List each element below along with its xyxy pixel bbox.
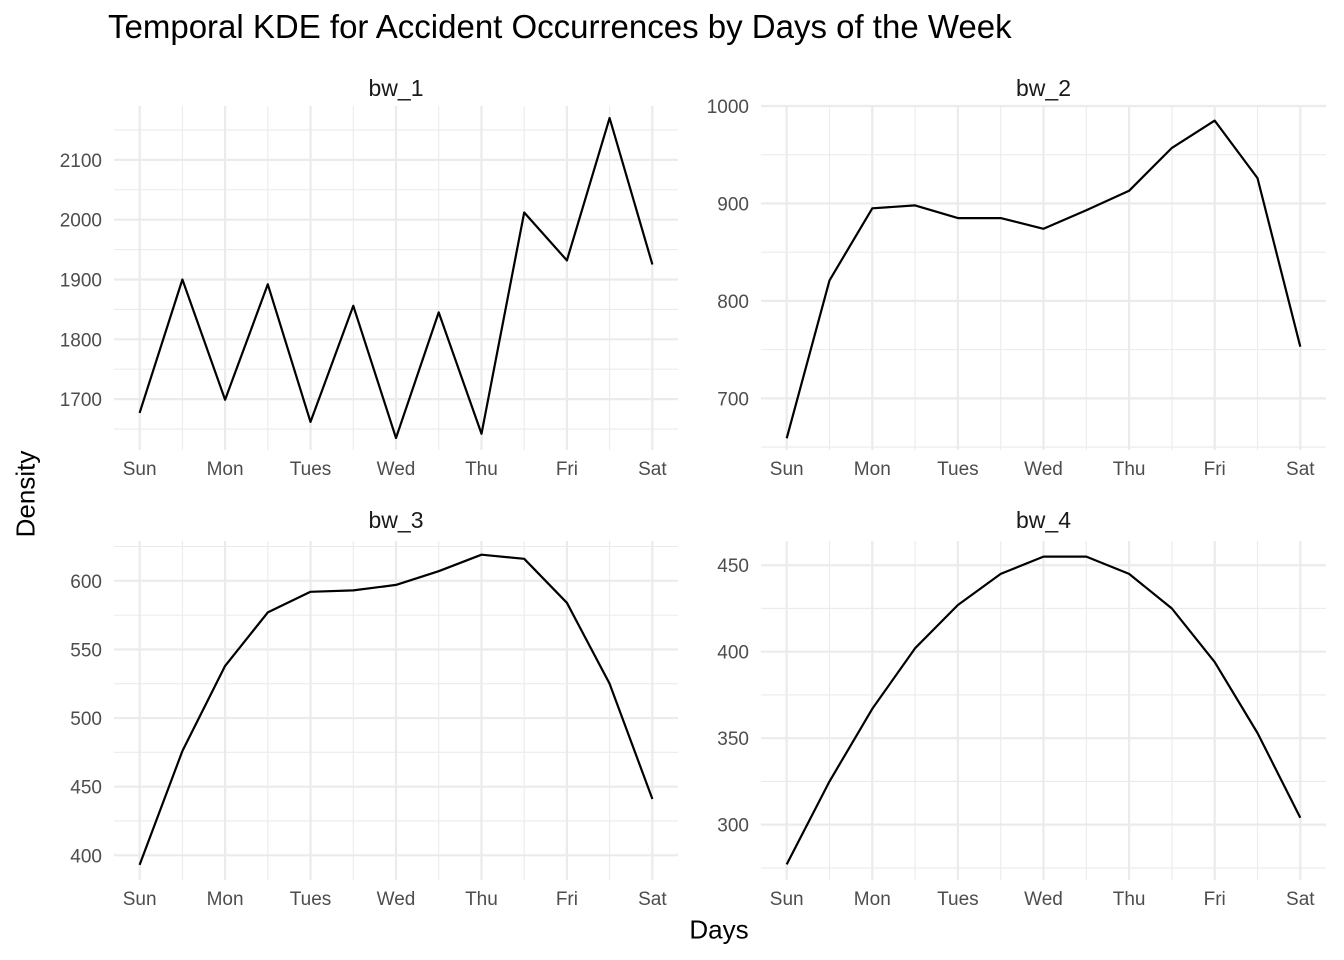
facet-strip-label: bw_3: [369, 507, 424, 533]
chart-title: Temporal KDE for Accident Occurrences by…: [108, 8, 1012, 45]
x-tick-label: Sun: [770, 889, 804, 910]
x-tick-label: Tues: [937, 459, 979, 480]
y-tick-label: 700: [717, 389, 749, 410]
x-tick-label: Fri: [1204, 889, 1226, 910]
x-tick-label: Thu: [465, 459, 498, 480]
y-tick-label: 900: [717, 194, 749, 215]
y-tick-label: 600: [70, 572, 102, 593]
y-tick-label: 400: [717, 643, 749, 664]
y-tick-label: 2000: [60, 211, 102, 232]
y-tick-label: 550: [70, 640, 102, 661]
x-axis-label: Days: [689, 914, 749, 945]
y-tick-label: 1700: [60, 390, 102, 411]
x-tick-label: Tues: [290, 889, 332, 910]
x-tick-label: Sun: [123, 889, 157, 910]
y-tick-label: 500: [70, 709, 102, 730]
x-tick-label: Wed: [377, 889, 416, 910]
facet-strip-label: bw_4: [1016, 507, 1071, 533]
x-tick-label: Mon: [854, 459, 891, 480]
y-tick-label: 1800: [60, 330, 102, 351]
x-tick-label: Sun: [770, 459, 804, 480]
facet-strip-label: bw_2: [1016, 75, 1071, 101]
x-tick-label: Thu: [1113, 459, 1146, 480]
density-line-bw_4: [785, 555, 1302, 865]
facet-panel-bw_2: Sun Mon Tues Wed Thu Fri Sat 700 800 900 1000 bw_2: [707, 75, 1326, 480]
x-tick-label: Wed: [377, 459, 416, 480]
density-line-bw_3: [138, 553, 654, 866]
y-tick-label: 1900: [60, 270, 102, 291]
x-tick-label: Fri: [556, 889, 578, 910]
x-tick-label: Mon: [207, 889, 244, 910]
x-tick-label: Tues: [937, 889, 979, 910]
y-tick-label: 450: [717, 556, 749, 577]
y-tick-label: 400: [70, 846, 102, 867]
x-tick-label: Sat: [1286, 459, 1315, 480]
facet-panel-bw_4: Sun Mon Tues Wed Thu Fri Sat 300 350 400 450 bw_4: [717, 507, 1326, 910]
facet-strip-label: bw_1: [369, 75, 424, 101]
x-tick-label: Sat: [1286, 889, 1315, 910]
x-tick-label: Mon: [854, 889, 891, 910]
y-tick-label: 2100: [60, 151, 102, 172]
x-tick-label: Wed: [1024, 459, 1063, 480]
x-tick-label: Tues: [290, 459, 332, 480]
x-tick-label: Sat: [638, 459, 667, 480]
x-tick-label: Sat: [638, 889, 667, 910]
y-tick-label: 450: [70, 778, 102, 799]
facet-panel-bw_1: Sun Mon Tues Wed Thu Fri Sat 1700 1800 1900 2000 21…: [60, 75, 678, 480]
y-tick-label: 800: [717, 292, 749, 313]
y-tick-label: 300: [717, 816, 749, 837]
density-line-bw_2: [785, 119, 1302, 439]
x-tick-label: Fri: [1204, 459, 1226, 480]
x-tick-label: Thu: [465, 889, 498, 910]
x-tick-label: Mon: [207, 459, 244, 480]
y-tick-label: 1000: [707, 97, 749, 118]
density-line-bw_1: [138, 116, 654, 440]
x-tick-label: Wed: [1024, 889, 1063, 910]
facet-panel-bw_3: Sun Mon Tues Wed Thu Fri Sat 400 450 500 550 600 bw_…: [70, 507, 678, 910]
y-tick-label: 350: [717, 729, 749, 750]
x-tick-label: Thu: [1113, 889, 1146, 910]
x-tick-label: Fri: [556, 459, 578, 480]
x-tick-label: Sun: [123, 459, 157, 480]
